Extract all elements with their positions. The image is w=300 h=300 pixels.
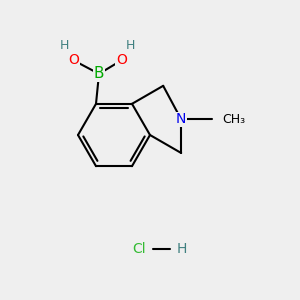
Text: H: H	[60, 39, 69, 52]
Text: O: O	[116, 53, 127, 67]
Text: H: H	[126, 39, 135, 52]
Text: Cl: Cl	[133, 242, 146, 256]
Text: H: H	[176, 242, 187, 256]
Text: O: O	[68, 53, 79, 67]
Text: N: N	[176, 112, 186, 126]
Text: CH₃: CH₃	[222, 113, 245, 126]
Text: B: B	[94, 66, 104, 81]
